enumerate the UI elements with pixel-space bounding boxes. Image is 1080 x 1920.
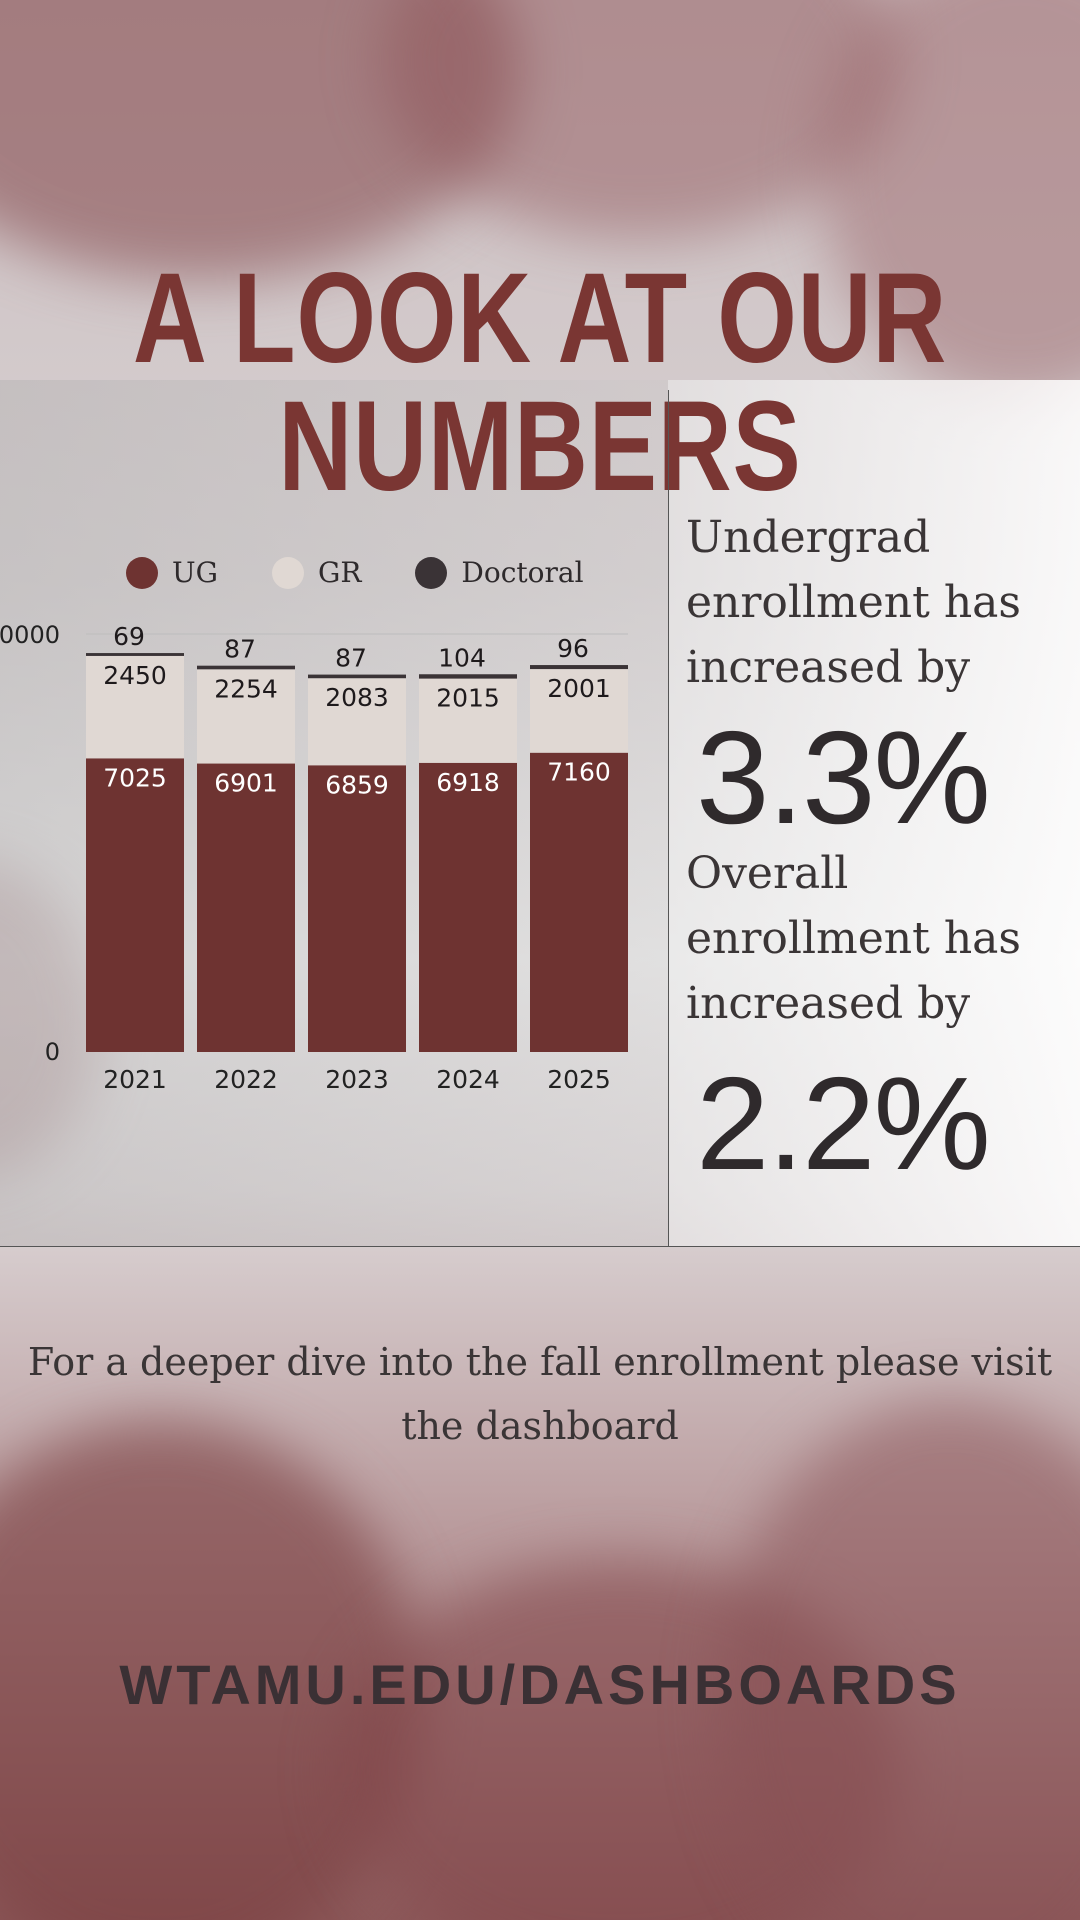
bar-gr-2021 bbox=[86, 655, 184, 759]
data-label-gr-2023: 2083 bbox=[325, 683, 389, 712]
data-label-gr-2024: 2015 bbox=[436, 684, 500, 713]
legend-swatch-gr bbox=[271, 556, 304, 589]
bar-ug-2023 bbox=[308, 765, 406, 1052]
data-label-ug-2025: 7160 bbox=[547, 758, 611, 787]
data-label-doctoral-2023: 87 bbox=[335, 644, 367, 673]
dashboard-url[interactable]: WTAMU.EDU/DASHBOARDS bbox=[119, 1653, 961, 1716]
data-label-gr-2021: 2450 bbox=[103, 661, 167, 690]
overall-stat-text: Overall enrollment has increased by bbox=[686, 848, 1021, 1029]
bar-ug-2025 bbox=[530, 752, 628, 1052]
data-label-ug-2022: 6901 bbox=[214, 769, 278, 798]
x-tick-label-2024: 2024 bbox=[436, 1065, 500, 1094]
y-tick-label: 0 bbox=[45, 1038, 60, 1066]
bar-doctoral-2023 bbox=[308, 674, 406, 679]
legend-item-ug: UG bbox=[126, 556, 218, 589]
legend-label-doctoral: Doctoral bbox=[461, 556, 584, 589]
legend-item-gr: GR bbox=[271, 556, 362, 589]
data-label-doctoral-2021: 69 bbox=[113, 622, 145, 651]
page-title: A LOOK AT OUR NUMBERS bbox=[132, 247, 948, 518]
bar-ug-2022 bbox=[197, 763, 295, 1052]
bar-gr-2022 bbox=[197, 669, 295, 764]
overall-stat-value: 2.2% bbox=[696, 1050, 991, 1197]
data-label-doctoral-2024: 104 bbox=[438, 643, 486, 672]
legend-swatch-ug bbox=[126, 556, 158, 589]
data-label-doctoral-2022: 87 bbox=[224, 635, 256, 664]
y-tick-label: 10000 bbox=[0, 621, 60, 649]
x-tick-label-2022: 2022 bbox=[214, 1065, 278, 1094]
bar-gr-2024 bbox=[419, 678, 517, 763]
footer-text: For a deeper dive into the fall enrollme… bbox=[27, 1340, 1053, 1448]
bar-doctoral-2021 bbox=[86, 653, 184, 656]
x-tick-label-2021: 2021 bbox=[103, 1065, 167, 1094]
legend-swatch-doctoral bbox=[415, 556, 448, 589]
data-label-ug-2021: 7025 bbox=[103, 763, 167, 792]
bar-gr-2025 bbox=[530, 669, 628, 753]
undergrad-stat-value: 3.3% bbox=[696, 704, 991, 851]
undergrad-stat-text: Undergrad enrollment has increased by bbox=[686, 512, 1021, 693]
bar-doctoral-2024 bbox=[419, 674, 517, 679]
bar-doctoral-2025 bbox=[530, 665, 628, 670]
bar-doctoral-2022 bbox=[197, 665, 295, 670]
data-label-gr-2022: 2254 bbox=[214, 674, 278, 703]
data-label-gr-2025: 2001 bbox=[547, 674, 611, 703]
enrollment-bar-chart: 0 10000 7025 2450 69 2021 6901 2254 87 2022 6859 20… bbox=[0, 621, 628, 1094]
horizontal-divider bbox=[0, 1246, 1080, 1247]
vertical-divider bbox=[668, 390, 669, 1246]
data-label-doctoral-2025: 96 bbox=[557, 634, 589, 663]
x-tick-label-2025: 2025 bbox=[547, 1065, 611, 1094]
x-tick-label-2023: 2023 bbox=[325, 1065, 389, 1094]
legend-label-gr: GR bbox=[317, 556, 362, 589]
bar-gr-2023 bbox=[308, 678, 406, 766]
legend-item-doctoral: Doctoral bbox=[415, 556, 584, 589]
data-label-ug-2023: 6859 bbox=[325, 770, 389, 799]
legend-label-ug: UG bbox=[172, 556, 218, 589]
bar-ug-2024 bbox=[419, 762, 517, 1052]
data-label-ug-2024: 6918 bbox=[436, 768, 500, 797]
overall-stat: Overall enrollment has increased by 2.2% bbox=[686, 841, 1066, 1190]
undergrad-stat: Undergrad enrollment has increased by 3.… bbox=[686, 505, 1066, 844]
bar-ug-2021 bbox=[86, 758, 184, 1052]
chart-legend: UG GR Doctoral bbox=[126, 556, 638, 589]
